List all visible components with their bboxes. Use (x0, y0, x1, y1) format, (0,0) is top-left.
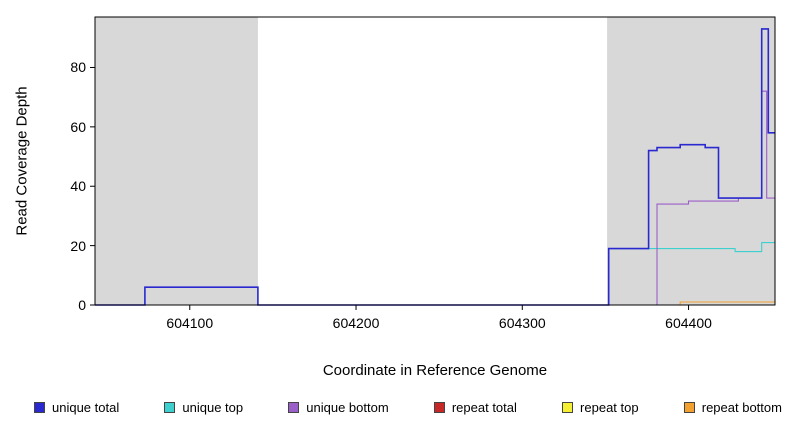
legend-item-unique-total: unique total (34, 400, 119, 415)
legend-label: unique top (182, 400, 244, 415)
legend-swatch (683, 402, 695, 413)
y-tick-label: 0 (78, 297, 86, 313)
x-tick-label: 604400 (665, 315, 712, 331)
legend-label: unique total (52, 400, 120, 415)
legend: unique total unique top unique bottom re… (34, 400, 782, 415)
y-tick-label: 80 (70, 59, 86, 76)
legend-swatch (34, 402, 45, 413)
legend-swatch (433, 402, 445, 413)
legend-label: unique bottom (306, 400, 389, 415)
legend-item-unique-bottom: unique bottom (288, 400, 389, 415)
x-tick-label: 604300 (498, 315, 546, 331)
legend-label: repeat top (580, 400, 639, 415)
legend-swatch (164, 402, 176, 413)
legend-item-repeat-total: repeat total (433, 400, 517, 415)
y-tick-label: 20 (70, 237, 86, 254)
x-tick-label: 604200 (332, 315, 380, 331)
legend-swatch (288, 402, 300, 413)
y-axis-label: Read Coverage Depth (13, 86, 31, 236)
legend-item-unique-top: unique top (164, 400, 243, 415)
legend-item-repeat-bottom: repeat bottom (683, 400, 782, 415)
legend-label: repeat bottom (701, 400, 782, 415)
legend-label: repeat total (451, 400, 517, 415)
y-tick-label: 60 (70, 118, 86, 135)
y-tick-label: 40 (70, 178, 86, 195)
legend-swatch (562, 402, 574, 413)
legend-item-repeat-top: repeat top (562, 400, 639, 415)
x-tick-label: 604100 (166, 315, 214, 331)
x-axis-label: Coordinate in Reference Genome (322, 362, 548, 379)
